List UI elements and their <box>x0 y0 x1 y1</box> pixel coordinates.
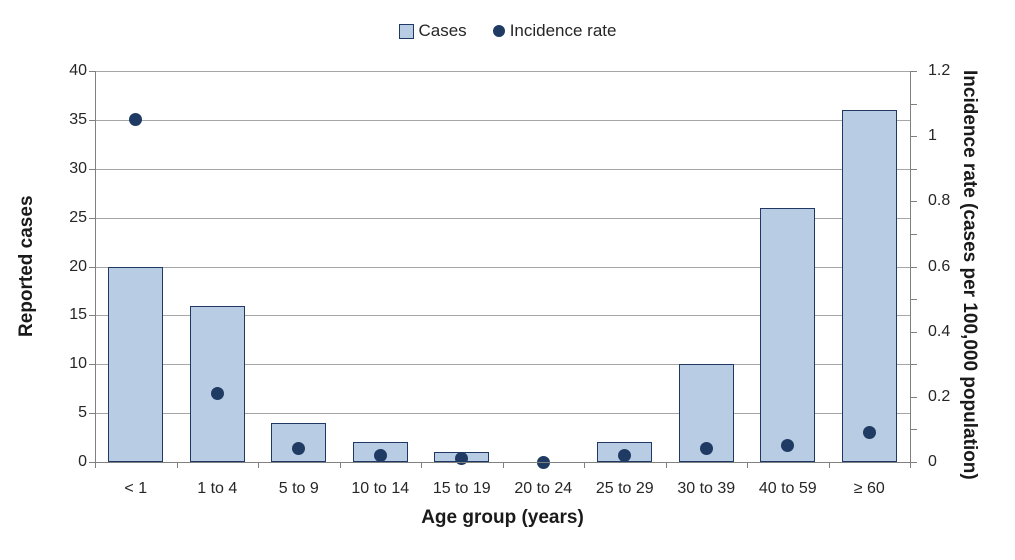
x-axis-tick <box>584 462 585 468</box>
x-axis-tick-label: 1 to 4 <box>197 480 238 497</box>
left-axis-tick-label: 5 <box>78 404 87 422</box>
legend-label-cases: Cases <box>418 21 467 40</box>
incidence-rate-dot <box>210 387 224 401</box>
x-axis-tick-label: < 1 <box>124 480 148 497</box>
x-axis-tick-label: 25 to 29 <box>595 480 654 497</box>
x-axis-tick <box>339 462 341 468</box>
x-axis-tick-label: 5 to 9 <box>278 480 319 497</box>
left-axis-tick <box>89 217 95 219</box>
x-axis-tick-label: 15 to 19 <box>432 480 491 497</box>
x-axis-tick <box>747 462 748 468</box>
left-axis-tick <box>89 315 95 317</box>
x-axis-tick <box>828 462 830 468</box>
gridline <box>95 71 910 72</box>
cases-bar <box>189 305 245 462</box>
right-axis-tick-label: 0.2 <box>928 387 951 405</box>
right-axis-tick <box>911 396 917 398</box>
left-axis-tick <box>89 413 95 415</box>
right-axis-tick-label: 0.8 <box>928 192 951 210</box>
right-axis-tick <box>911 331 917 333</box>
x-axis-tick <box>421 462 422 468</box>
right-axis-tick <box>911 233 917 235</box>
right-axis-tick-label: 0 <box>928 453 937 470</box>
incidence-rate-dot <box>292 442 306 456</box>
incidence-rate-dot <box>455 452 469 466</box>
right-axis-tick <box>911 429 917 431</box>
left-axis-tick <box>89 168 95 170</box>
x-axis-tick-label: 30 to 39 <box>677 480 736 497</box>
gridline <box>95 217 910 219</box>
left-axis-tick <box>89 71 95 72</box>
x-axis-tick <box>95 462 96 468</box>
incidence-rate-circle-icon <box>492 25 505 37</box>
left-axis-tick <box>89 266 95 268</box>
x-axis-tick <box>502 462 504 468</box>
legend-label-incidence-rate: Incidence rate <box>509 21 617 40</box>
gridline <box>95 413 910 415</box>
chart-legend: Cases Incidence rate <box>0 21 1015 41</box>
incidence-rate-dot <box>373 448 387 462</box>
cases-bar <box>760 207 816 462</box>
cases-square-icon <box>398 23 414 39</box>
right-axis-tick <box>911 364 917 366</box>
right-axis-tick <box>911 71 917 72</box>
left-y-axis-line <box>95 71 96 462</box>
incidence-rate-dot <box>862 426 876 440</box>
incidence-rate-dot <box>781 439 795 453</box>
gridline <box>95 119 910 121</box>
cases-bar <box>841 110 897 462</box>
right-axis-tick <box>911 168 917 170</box>
legend-item-incidence-rate: Incidence rate <box>492 21 617 41</box>
gridline <box>95 315 910 317</box>
left-axis-tick-label: 40 <box>69 62 87 79</box>
right-axis-tick <box>911 201 917 203</box>
incidence-rate-dot <box>618 448 632 462</box>
x-axis-title: Age group (years) <box>421 507 584 528</box>
x-axis-tick <box>258 462 259 468</box>
incidence-rate-dot <box>129 113 143 127</box>
x-axis-tick-label: 40 to 59 <box>758 480 817 497</box>
incidence-rate-dot <box>699 442 713 456</box>
x-axis-tick-label: ≥ 60 <box>853 480 885 497</box>
right-axis-tick-label: 0.6 <box>928 257 951 275</box>
left-axis-tick-label: 30 <box>69 159 87 177</box>
gridline <box>95 168 910 170</box>
right-axis-tick-label: 1 <box>928 127 937 145</box>
gridline <box>95 364 910 366</box>
right-y-axis-line <box>910 71 911 462</box>
plot-area <box>95 71 910 469</box>
right-axis-tick <box>911 299 917 301</box>
gridline <box>95 266 910 268</box>
right-axis-tick <box>911 103 917 105</box>
left-axis-tick-label: 10 <box>69 355 87 373</box>
left-axis-tick <box>89 364 95 366</box>
x-axis-tick-label: 20 to 24 <box>514 480 573 497</box>
right-axis-tick-label: 1.2 <box>928 62 951 79</box>
right-y-axis-title: Incidence rate (cases per 100,000 popula… <box>959 70 980 480</box>
left-axis-tick-label: 35 <box>69 110 87 128</box>
cases-bar <box>108 266 164 462</box>
left-axis-tick <box>89 119 95 121</box>
right-axis-tick <box>911 136 917 138</box>
left-axis-tick <box>89 462 95 463</box>
right-axis-tick <box>911 266 917 268</box>
left-axis-tick-label: 0 <box>78 453 87 470</box>
legend-item-cases: Cases <box>398 21 467 41</box>
x-axis-tick <box>665 462 667 468</box>
left-axis-tick-label: 20 <box>69 257 87 275</box>
left-axis-tick-label: 25 <box>69 208 87 226</box>
left-y-axis-title: Reported cases <box>16 195 37 337</box>
right-axis-tick-label: 0.4 <box>928 322 951 340</box>
left-axis-tick-label: 15 <box>69 306 87 324</box>
x-axis-tick <box>910 462 911 468</box>
x-axis-tick-label: 10 to 14 <box>351 480 410 497</box>
right-axis-tick <box>911 462 917 463</box>
x-axis-tick <box>176 462 178 468</box>
